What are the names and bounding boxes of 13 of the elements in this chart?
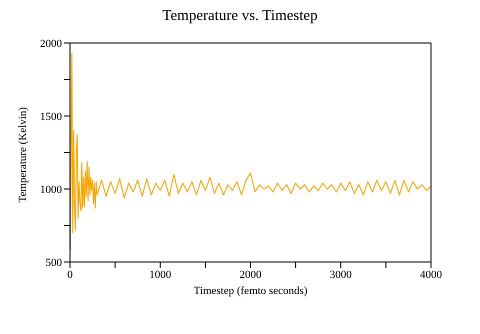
- y-tick-label: 500: [46, 256, 62, 269]
- x-tick-label: 0: [67, 268, 74, 281]
- x-axis-title: Timestep (femto seconds): [194, 285, 308, 297]
- line-series: [70, 52, 431, 251]
- x-tick-label: 2000: [240, 268, 262, 281]
- y-axis-title: Temperature (Kelvin): [16, 106, 29, 202]
- y-tick-label: 1500: [40, 110, 62, 123]
- chart-title: Temperature vs. Timestep: [161, 8, 319, 26]
- x-tick-label: 3000: [330, 268, 352, 281]
- x-tick-label: 1000: [149, 268, 172, 281]
- x-tick-label: 4000: [420, 268, 442, 281]
- y-tick-label: 1000: [40, 184, 62, 196]
- y-tick-label: 2000: [40, 38, 62, 50]
